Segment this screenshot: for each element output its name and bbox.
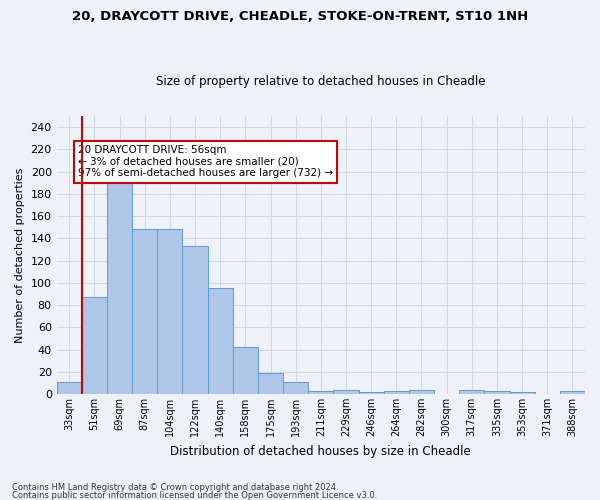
- Text: 20 DRAYCOTT DRIVE: 56sqm
← 3% of detached houses are smaller (20)
97% of semi-de: 20 DRAYCOTT DRIVE: 56sqm ← 3% of detache…: [78, 145, 333, 178]
- Bar: [182, 246, 208, 394]
- Text: Contains public sector information licensed under the Open Government Licence v3: Contains public sector information licen…: [12, 490, 377, 500]
- Bar: [334, 390, 359, 394]
- Bar: [82, 298, 107, 394]
- Bar: [459, 390, 484, 394]
- Bar: [132, 230, 157, 394]
- Bar: [208, 288, 233, 394]
- Y-axis label: Number of detached properties: Number of detached properties: [15, 168, 25, 342]
- Bar: [258, 373, 283, 394]
- Bar: [484, 390, 509, 394]
- Bar: [509, 392, 535, 394]
- Bar: [157, 230, 182, 394]
- Text: Contains HM Land Registry data © Crown copyright and database right 2024.: Contains HM Land Registry data © Crown c…: [12, 484, 338, 492]
- Title: Size of property relative to detached houses in Cheadle: Size of property relative to detached ho…: [156, 76, 485, 88]
- Bar: [560, 390, 585, 394]
- Bar: [409, 390, 434, 394]
- Bar: [359, 392, 384, 394]
- Bar: [233, 348, 258, 394]
- Text: 20, DRAYCOTT DRIVE, CHEADLE, STOKE-ON-TRENT, ST10 1NH: 20, DRAYCOTT DRIVE, CHEADLE, STOKE-ON-TR…: [72, 10, 528, 23]
- Bar: [107, 177, 132, 394]
- Bar: [56, 382, 82, 394]
- X-axis label: Distribution of detached houses by size in Cheadle: Distribution of detached houses by size …: [170, 444, 471, 458]
- Bar: [283, 382, 308, 394]
- Bar: [384, 390, 409, 394]
- Bar: [308, 390, 334, 394]
